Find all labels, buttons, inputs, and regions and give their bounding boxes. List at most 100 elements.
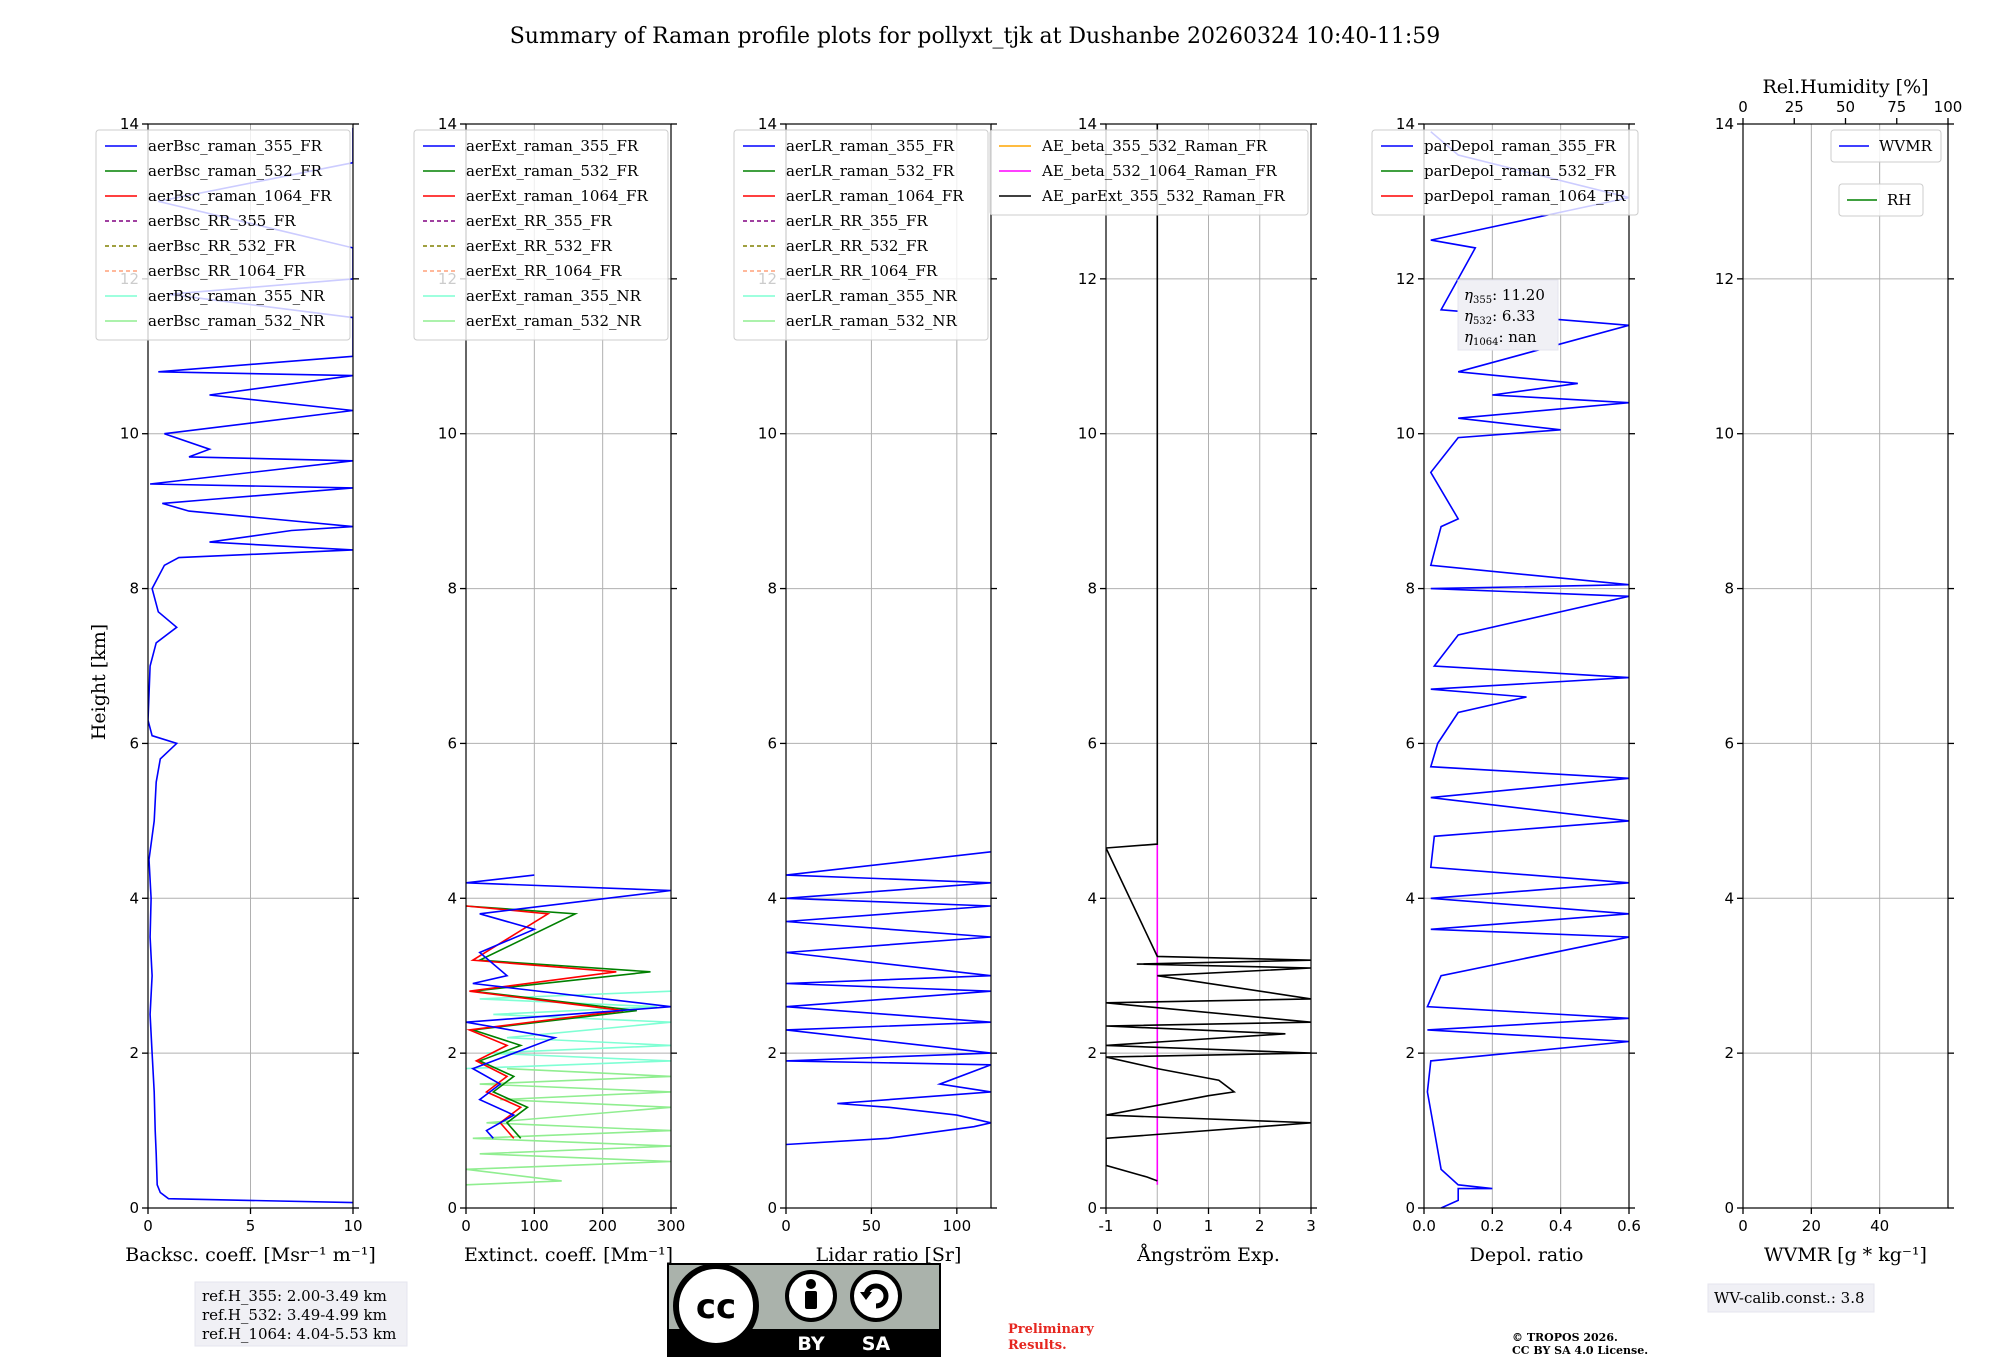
legend-label: aerBsc_raman_1064_FR <box>148 187 332 205</box>
y-tick-label: 10 <box>1396 425 1415 443</box>
legend-label: aerExt_RR_355_FR <box>466 212 613 230</box>
y-tick-label: 6 <box>1405 734 1415 752</box>
y-tick-label: 10 <box>120 425 139 443</box>
y-tick-label: 0 <box>129 1199 139 1217</box>
y-tick-label: 12 <box>1396 270 1415 288</box>
series-aerExt_raman_532_FR <box>466 905 651 1139</box>
legend-box <box>989 129 1309 216</box>
x-axis-label-backscatter: Backsc. coeff. [Msr⁻¹ m⁻¹] <box>125 1244 376 1266</box>
y-tick-label: 6 <box>767 734 777 752</box>
y-tick-label: 2 <box>1087 1044 1097 1062</box>
x-tick-label: 10 <box>343 1217 362 1235</box>
copyright-line2: CC BY SA 4.0 License. <box>1512 1344 1648 1357</box>
x-tick-label: 0.0 <box>1412 1217 1436 1235</box>
legend-box <box>1371 129 1639 216</box>
eta-355: η355: 11.20 <box>1464 286 1545 306</box>
series-aerExt_raman_532_NR <box>466 1067 671 1186</box>
legend-label: aerLR_raman_532_NR <box>786 312 957 330</box>
y-tick-label: 10 <box>438 425 457 443</box>
y-tick-label: 8 <box>1087 580 1097 598</box>
panel-depol: 0 2 4 6 8 10 12 14 0.0 0.2 0.4 0.6 Depol. ratio parDe… <box>1371 115 1641 1266</box>
legend-box-wvmr <box>1830 129 1942 163</box>
x-tick-label: 0.2 <box>1480 1217 1504 1235</box>
legend-label: parDepol_raman_355_FR <box>1424 137 1617 155</box>
x-tick-label: 300 <box>657 1217 686 1235</box>
y-tick-label: 8 <box>767 580 777 598</box>
copyright-line1: © TROPOS 2026. <box>1512 1331 1618 1344</box>
legend-label: aerExt_raman_355_FR <box>466 137 639 155</box>
x-axis-label-lidar_ratio: Lidar ratio [Sr] <box>816 1244 962 1266</box>
ref-height-1064: ref.H_1064: 4.04-5.53 km <box>202 1325 396 1343</box>
figure-title: Summary of Raman profile plots for polly… <box>510 24 1441 49</box>
y-tick-label: 6 <box>129 734 139 752</box>
preliminary-note-line2: Results. <box>1008 1338 1067 1353</box>
y-tick-label: 0 <box>447 1199 457 1217</box>
legend-label: aerBsc_raman_532_NR <box>148 312 325 330</box>
x2-tick-label: 0 <box>1738 98 1748 116</box>
x-axis-label-extinction: Extinct. coeff. [Mm⁻¹] <box>464 1244 673 1266</box>
legend-label: aerBsc_raman_532_FR <box>148 162 323 180</box>
ref-height-box: ref.H_355: 2.00-3.49 km ref.H_532: 3.49-… <box>194 1281 408 1347</box>
panel-extinction: 024681012140100200300Extinct. coeff. [Mm… <box>413 115 686 1266</box>
y-tick-label: 0 <box>767 1199 777 1217</box>
axes-frame <box>1742 123 1949 1209</box>
axes-frame <box>465 123 672 1209</box>
x-tick-label: 2 <box>1255 1217 1265 1235</box>
axes-frame <box>785 123 992 1209</box>
y-tick-label: 4 <box>447 889 457 907</box>
legend-box <box>95 129 351 341</box>
cc-logo-text: cc <box>696 1287 736 1327</box>
eta-532: η532: 6.33 <box>1464 307 1535 327</box>
legend-label: aerLR_raman_1064_FR <box>786 187 964 205</box>
x-tick-label: 100 <box>943 1217 972 1235</box>
panel-lidar_ratio: 02468101214050100Lidar ratio [Sr]aerLR_r… <box>733 115 997 1266</box>
legend-label: aerLR_RR_1064_FR <box>786 262 938 280</box>
legend-label: aerBsc_RR_1064_FR <box>148 262 306 280</box>
x-tick-label: -1 <box>1099 1217 1114 1235</box>
wv-calib-text: WV-calib.const.: 3.8 <box>1714 1289 1865 1307</box>
panel-backscatter: 024681012140510Backsc. coeff. [Msr⁻¹ m⁻¹… <box>95 115 376 1266</box>
x-tick-label: 5 <box>246 1217 256 1235</box>
ref-height-532: ref.H_532: 3.49-4.99 km <box>202 1306 387 1324</box>
y-tick-label: 8 <box>1724 580 1734 598</box>
series-parDepol_raman_355_FR <box>1426 131 1629 1208</box>
legend-label: aerExt_raman_532_NR <box>466 312 642 330</box>
y-tick-label: 6 <box>1087 734 1097 752</box>
x2-tick-label: 100 <box>1934 98 1963 116</box>
y-tick-label: 14 <box>438 115 457 133</box>
y-tick-label: 4 <box>129 889 139 907</box>
y-axis-label: Height [km] <box>88 624 110 740</box>
legend-label: aerBsc_RR_355_FR <box>148 212 296 230</box>
cc-by-sa-badge: cc BY SA <box>667 1263 941 1357</box>
ref-height-355: ref.H_355: 2.00-3.49 km <box>202 1287 387 1305</box>
y-tick-label: 6 <box>1724 734 1734 752</box>
y-tick-label: 4 <box>1087 889 1097 907</box>
legend-label: aerExt_RR_1064_FR <box>466 262 622 280</box>
x-tick-label: 50 <box>862 1217 881 1235</box>
series-AE_parExt_355_532_Raman_FR <box>1106 124 1311 1182</box>
y-tick-label: 10 <box>1078 425 1097 443</box>
legend-label: aerBsc_raman_355_FR <box>148 137 323 155</box>
legend-label: AE_beta_532_1064_Raman_FR <box>1041 162 1277 180</box>
y-tick-label: 6 <box>447 734 457 752</box>
legend-label: parDepol_raman_1064_FR <box>1424 187 1626 205</box>
x-tick-label: 3 <box>1306 1217 1316 1235</box>
x-tick-label: 1 <box>1204 1217 1214 1235</box>
y-tick-label: 12 <box>1078 270 1097 288</box>
x2-tick-label: 50 <box>1836 98 1855 116</box>
x-tick-label: 0 <box>1152 1217 1162 1235</box>
x2-axis-label: Rel.Humidity [%] <box>1762 76 1928 98</box>
eta-box <box>1457 279 1559 351</box>
legend-label: aerBsc_RR_532_FR <box>148 237 296 255</box>
preliminary-note-line1: Preliminary <box>1008 1322 1094 1337</box>
legend-box-rh <box>1838 183 1924 217</box>
y-tick-label: 8 <box>129 580 139 598</box>
y-tick-label: 2 <box>129 1044 139 1062</box>
x-tick-label: 0 <box>781 1217 791 1235</box>
legend-label: aerLR_raman_355_NR <box>786 287 957 305</box>
x-tick-label: 0 <box>143 1217 153 1235</box>
y-tick-label: 2 <box>447 1044 457 1062</box>
y-tick-label: 4 <box>767 889 777 907</box>
